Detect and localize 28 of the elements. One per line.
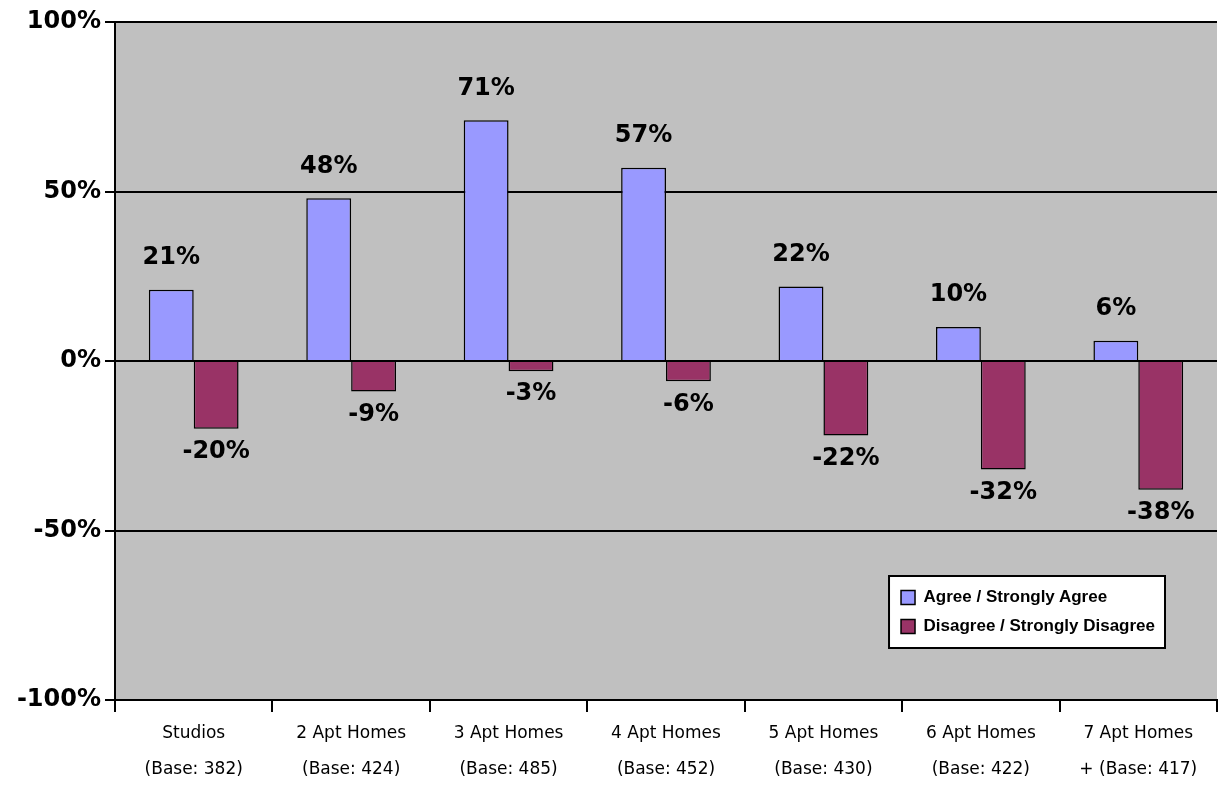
data-label: 57% xyxy=(614,120,673,148)
y-tick-label: 100% xyxy=(26,6,101,35)
x-tick-label: 6 Apt Homes (Base: 422) xyxy=(925,722,1036,778)
x-tick-label: 3 Apt Homes (Base: 485) xyxy=(453,722,564,778)
x-tick-label: 2 Apt Homes (Base: 424) xyxy=(296,722,407,778)
data-label: 48% xyxy=(299,150,358,179)
x-tick-label: Studios (Base: 382) xyxy=(144,722,243,778)
x-tick-label: 7 Apt Homes + (Base: 417) xyxy=(1079,722,1198,778)
y-tick-label: -100% xyxy=(16,684,101,713)
legend-label: Disagree / Strongly Disagree xyxy=(923,616,1156,636)
data-label: 21% xyxy=(142,242,201,271)
x-tick-label: 4 Apt Homes (Base: 452) xyxy=(611,722,722,778)
data-label: -38% xyxy=(1127,497,1195,526)
y-tick-label: -50% xyxy=(33,514,101,543)
data-label: -9% xyxy=(348,398,399,427)
data-label: 6% xyxy=(1095,292,1137,321)
y-tick-label: 50% xyxy=(43,175,101,204)
data-label: 22% xyxy=(772,238,830,267)
data-label: -22% xyxy=(812,442,880,471)
x-tick-label: 5 Apt Homes (Base: 430) xyxy=(768,722,879,778)
data-label: 71% xyxy=(457,72,515,101)
data-label: -20% xyxy=(182,436,250,465)
y-tick-label: 0% xyxy=(60,345,101,374)
data-label: -6% xyxy=(663,388,714,417)
data-label: 10% xyxy=(929,279,988,308)
data-label: -3% xyxy=(505,378,557,407)
legend-label: Agree / Strongly Agree xyxy=(923,587,1108,607)
data-label: -32% xyxy=(969,476,1037,505)
